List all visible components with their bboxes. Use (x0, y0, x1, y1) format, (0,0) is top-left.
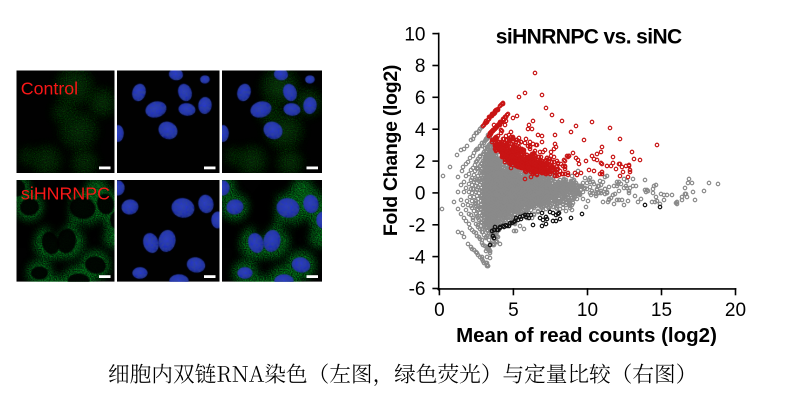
svg-text:0: 0 (415, 184, 426, 205)
svg-text:8: 8 (415, 56, 426, 77)
svg-text:siHNRNPC: siHNRNPC (21, 184, 110, 204)
svg-text:-2: -2 (409, 216, 426, 237)
svg-text:6: 6 (415, 88, 426, 109)
svg-text:Mean of read counts (log2): Mean of read counts (log2) (456, 324, 717, 347)
svg-text:10: 10 (404, 24, 425, 45)
svg-text:-4: -4 (409, 247, 426, 268)
svg-text:5: 5 (508, 300, 519, 321)
svg-text:15: 15 (651, 300, 672, 321)
svg-text:Fold Change (log2): Fold Change (log2) (380, 65, 402, 236)
svg-text:-6: -6 (409, 279, 426, 300)
svg-text:siHNRNPC vs. siNC: siHNRNPC vs. siNC (496, 25, 682, 48)
svg-text:4: 4 (415, 120, 426, 141)
svg-text:0: 0 (434, 300, 445, 321)
svg-text:Control: Control (21, 78, 78, 98)
svg-text:2: 2 (415, 152, 426, 173)
svg-text:20: 20 (725, 300, 746, 321)
svg-text:10: 10 (577, 300, 598, 321)
